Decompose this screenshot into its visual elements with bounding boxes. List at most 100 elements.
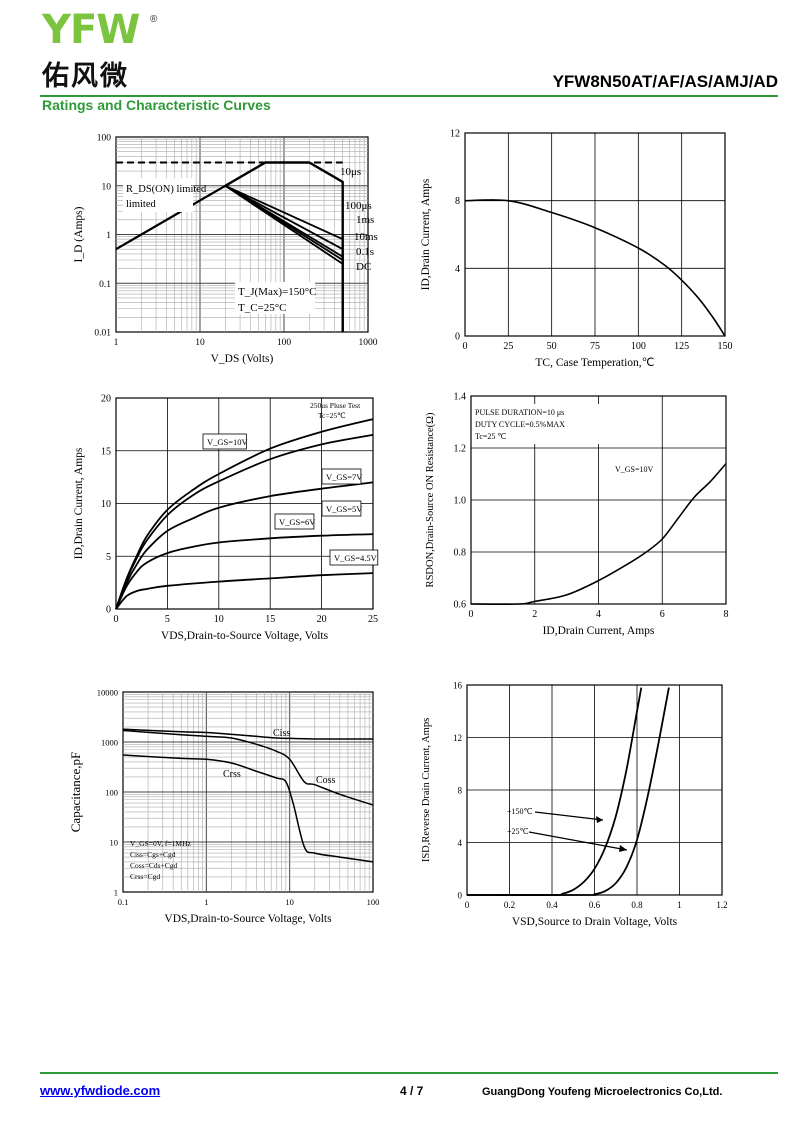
y-tick-label: 1000 xyxy=(101,738,118,748)
page-number: 4 / 7 xyxy=(400,1084,424,1098)
company-logo: YFW ® 佑风微 xyxy=(42,8,172,92)
x-tick-label: 15 xyxy=(265,614,275,625)
callout-arrowhead xyxy=(619,845,627,852)
note-tc: Tc=25 ℃ xyxy=(475,432,506,441)
y-tick-label: 0.01 xyxy=(94,329,111,339)
x-tick-label: 0.8 xyxy=(631,900,643,910)
rds-limit-line xyxy=(115,184,226,251)
series-label: V_GS=4.5V xyxy=(334,553,378,563)
x-tick-label: 0.1 xyxy=(118,897,129,907)
capacitance-curve xyxy=(122,729,374,806)
callout-arrowhead xyxy=(596,816,603,823)
x-tick-label: 100 xyxy=(367,897,380,907)
series-label: V_GS=6V xyxy=(279,517,316,527)
x-tick-label: 0 xyxy=(465,900,470,910)
y-tick-label: 8 xyxy=(458,786,463,796)
x-axis-label: ID,Drain Current, Amps xyxy=(543,625,655,637)
x-tick-label: 100 xyxy=(631,341,646,352)
note-pulse: PULSE DURATION=10 μs xyxy=(475,408,564,417)
note-tj: T_J(Max)=150°C xyxy=(238,286,316,298)
series-label-box xyxy=(321,500,362,517)
note-duty: DUTY CYCLE=0.5%MAX xyxy=(475,420,565,429)
note-ciss: Ciss=Cgs+Cgd xyxy=(130,850,176,859)
output-curve xyxy=(115,572,374,610)
note-tc: Tc=25℃ xyxy=(318,411,346,420)
x-tick-label: 5 xyxy=(165,614,170,625)
y-tick-label: 10000 xyxy=(97,688,118,698)
y-tick-label: 1.2 xyxy=(454,444,467,455)
x-tick-label: 1.2 xyxy=(716,900,727,910)
y-tick-label: 0.8 xyxy=(454,548,467,559)
series-label: 100μs xyxy=(345,200,372,212)
y-tick-label: 0 xyxy=(455,332,460,343)
x-tick-label: 10 xyxy=(195,338,205,348)
x-tick-label: 1 xyxy=(204,897,208,907)
x-tick-label: 0 xyxy=(469,609,474,620)
series-label: V_GS=7V xyxy=(326,472,363,482)
on-resistance-chart: 0 2 4 6 8 0.6 0.8 1.0 1.2 1.4 ID,Drain Current, Am… xyxy=(425,392,729,638)
x-tick-label: 0 xyxy=(114,614,119,625)
rds-curve xyxy=(470,463,727,605)
series-label: +25℃ xyxy=(507,827,529,836)
y-tick-label: 1 xyxy=(106,231,111,241)
y-tick-label: 100 xyxy=(97,134,112,144)
diode-curve xyxy=(466,687,670,896)
y-axis-label: ID,Drain Current, Amps xyxy=(420,178,432,290)
callout-arrow xyxy=(528,831,628,851)
note-vgs: V_GS=0V, f=1MHz xyxy=(130,839,191,848)
website-link[interactable]: www.yfwdiode.com xyxy=(40,1083,161,1098)
note-bg xyxy=(235,282,315,314)
series-label: V_GS=10V xyxy=(207,437,249,447)
x-tick-label: 0.2 xyxy=(504,900,515,910)
header-divider xyxy=(40,95,778,97)
x-tick-label: 150 xyxy=(718,341,733,352)
x-tick-label: 0.4 xyxy=(546,900,558,910)
y-tick-label: 10 xyxy=(101,499,111,510)
note-coss: Coss=Cds+Cgd xyxy=(130,861,177,870)
x-tick-label: 10 xyxy=(214,614,224,625)
x-tick-label: 20 xyxy=(317,614,327,625)
x-tick-label: 4 xyxy=(596,609,601,620)
series-label: V_GS=10V xyxy=(615,465,654,474)
logo-text: YFW xyxy=(42,7,140,53)
series-label: 10ms xyxy=(354,231,378,243)
section-title: Ratings and Characteristic Curves xyxy=(42,97,271,113)
note-pulse: 250us Pluse Test xyxy=(310,401,361,410)
y-tick-label: 4 xyxy=(455,264,460,275)
series-label: Coss xyxy=(316,775,336,786)
note-tc: T_C=25°C xyxy=(238,302,287,314)
x-tick-label: 0.6 xyxy=(589,900,601,910)
soa-line xyxy=(224,161,344,332)
x-tick-label: 1 xyxy=(114,338,119,348)
y-axis-label: RSDON,Drain-Source ON Resistance(Ω) xyxy=(425,412,436,587)
y-tick-label: 0 xyxy=(458,891,463,901)
y-axis-label: ID,Drain Current, Amps xyxy=(73,447,85,559)
series-label: V_GS=5V xyxy=(326,504,363,514)
series-label-box xyxy=(321,468,362,485)
output-curve xyxy=(115,481,374,610)
series-label-box xyxy=(274,513,315,530)
x-tick-label: 25 xyxy=(368,614,378,625)
y-tick-label: 0.1 xyxy=(99,280,111,290)
y-tick-label: 10 xyxy=(102,182,112,192)
x-axis-label: VDS,Drain-to-Source Voltage, Volts xyxy=(164,913,332,925)
part-number: YFW8N50AT/AF/AS/AMJ/AD xyxy=(552,72,778,91)
x-tick-label: 25 xyxy=(503,341,513,352)
y-tick-label: 100 xyxy=(105,788,118,798)
y-tick-label: 1 xyxy=(114,888,118,898)
series-label-box xyxy=(202,433,247,450)
x-axis-label: V_DS (Volts) xyxy=(211,353,274,365)
y-tick-label: 12 xyxy=(453,733,462,743)
x-axis-label: VSD,Source to Drain Voltage, Volts xyxy=(512,916,678,928)
rds-label: R_DS(ON) limited xyxy=(126,184,207,195)
body-diode-chart: 0 0.2 0.4 0.6 0.8 1 1.2 0 4 8 12 16 VSD,Source to Dr… xyxy=(421,681,728,929)
capacitance-curve xyxy=(122,728,373,740)
capacitance-chart: 0.1 1 10 100100001000100101VDS,Drain-to-Sou… xyxy=(68,688,380,926)
x-tick-label: 6 xyxy=(660,609,665,620)
series-label: Ciss xyxy=(273,728,290,739)
series-label: DC xyxy=(356,261,371,273)
rds-label-line2: limited xyxy=(126,199,156,210)
x-tick-label: 50 xyxy=(547,341,557,352)
y-tick-label: 5 xyxy=(106,552,111,563)
y-axis-label: Capacitance,pF xyxy=(68,752,83,833)
